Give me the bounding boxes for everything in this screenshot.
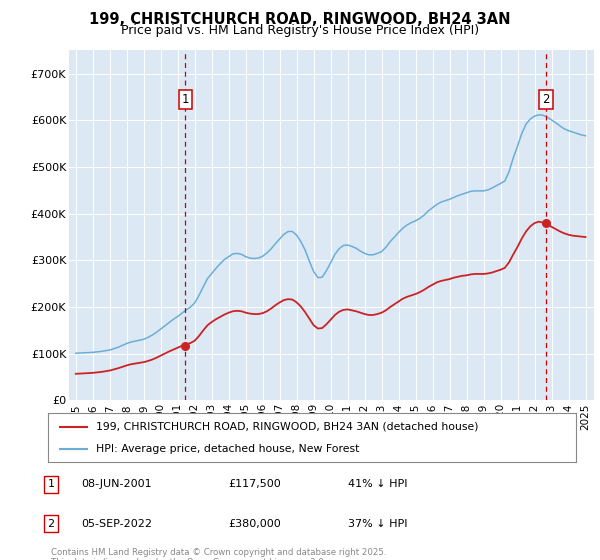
Text: 199, CHRISTCHURCH ROAD, RINGWOOD, BH24 3AN (detached house): 199, CHRISTCHURCH ROAD, RINGWOOD, BH24 3…	[95, 422, 478, 432]
Text: 41% ↓ HPI: 41% ↓ HPI	[348, 479, 407, 489]
Text: HPI: Average price, detached house, New Forest: HPI: Average price, detached house, New …	[95, 444, 359, 454]
Text: 08-JUN-2001: 08-JUN-2001	[81, 479, 152, 489]
Text: 05-SEP-2022: 05-SEP-2022	[81, 519, 152, 529]
Text: 1: 1	[47, 479, 55, 489]
Text: 1: 1	[181, 93, 189, 106]
Text: 2: 2	[47, 519, 55, 529]
Text: 37% ↓ HPI: 37% ↓ HPI	[348, 519, 407, 529]
Text: 2: 2	[542, 93, 550, 106]
Text: 199, CHRISTCHURCH ROAD, RINGWOOD, BH24 3AN: 199, CHRISTCHURCH ROAD, RINGWOOD, BH24 3…	[89, 12, 511, 27]
Text: Contains HM Land Registry data © Crown copyright and database right 2025.
This d: Contains HM Land Registry data © Crown c…	[51, 548, 386, 560]
Text: £380,000: £380,000	[228, 519, 281, 529]
Text: Price paid vs. HM Land Registry's House Price Index (HPI): Price paid vs. HM Land Registry's House …	[121, 24, 479, 37]
Text: £117,500: £117,500	[228, 479, 281, 489]
